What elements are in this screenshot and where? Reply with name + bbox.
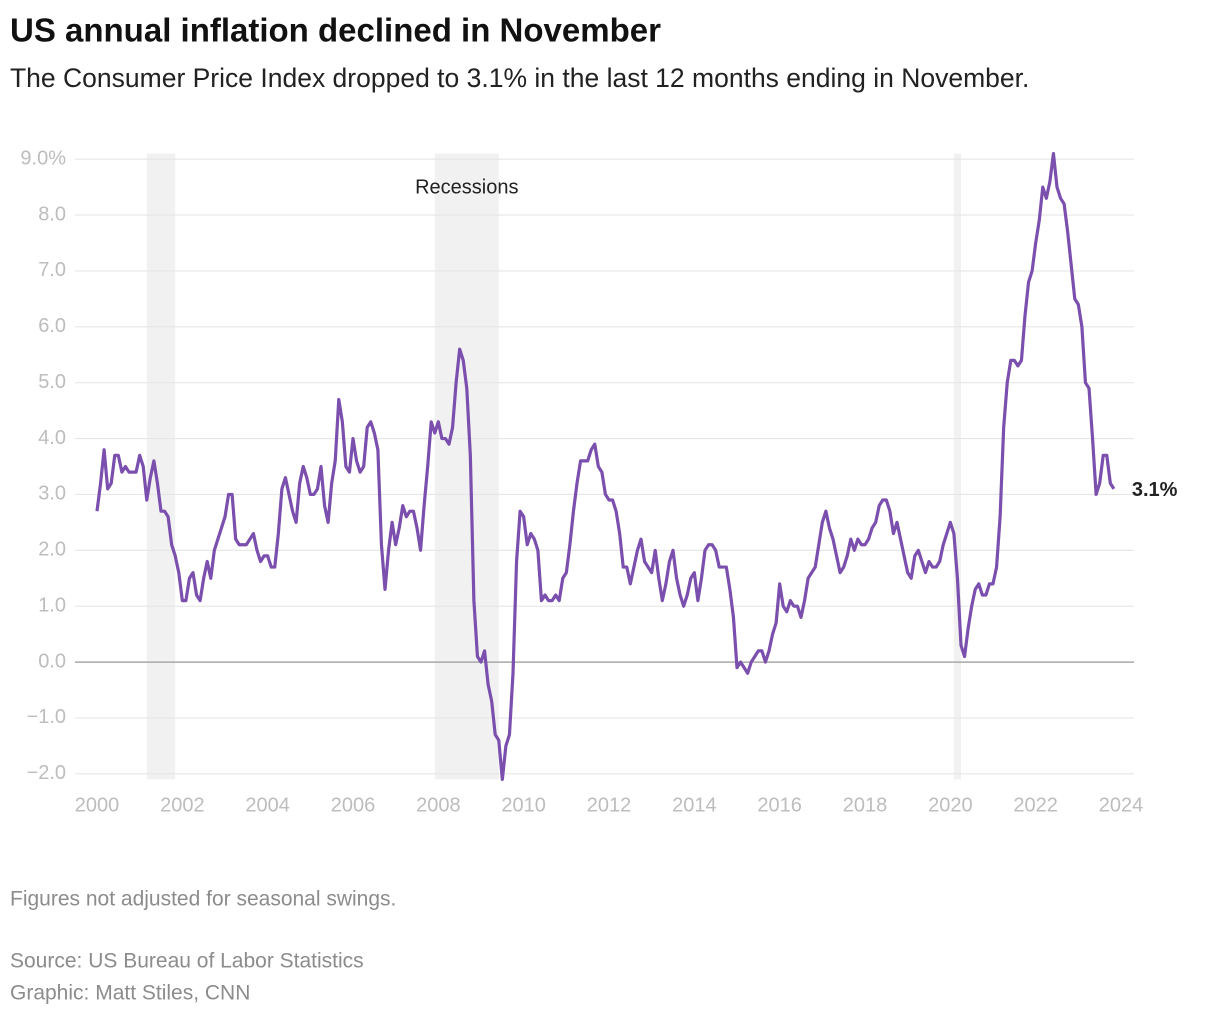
x-tick-label: 2004 <box>245 794 290 816</box>
y-tick-label: 6.0 <box>38 315 66 337</box>
x-tick-label: 2024 <box>1099 794 1144 816</box>
recession-band <box>953 153 961 780</box>
note: Figures not adjusted for seasonal swings… <box>10 888 396 911</box>
x-tick-label: 2002 <box>160 794 205 816</box>
x-tick-label: 2016 <box>757 794 802 816</box>
credit: Graphic: Matt Stiles, CNN <box>10 982 250 1005</box>
y-tick-label: 5.0 <box>38 371 66 393</box>
y-tick-label: 4.0 <box>38 427 66 449</box>
x-tick-label: 2020 <box>928 794 973 816</box>
chart-subtitle: The Consumer Price Index dropped to 3.1%… <box>10 63 1029 93</box>
chart-title: US annual inflation declined in November <box>10 12 661 49</box>
end-label: 3.1% <box>1132 479 1178 501</box>
y-tick-label: 1.0 <box>38 594 66 616</box>
source: Source: US Bureau of Labor Statistics <box>10 950 364 973</box>
x-tick-label: 2010 <box>501 794 546 816</box>
y-tick-label: −2.0 <box>27 762 66 784</box>
recession-band <box>146 153 176 780</box>
x-tick-label: 2012 <box>587 794 632 816</box>
y-tick-label: 3.0 <box>38 483 66 505</box>
line-series <box>95 152 1116 781</box>
recession-label: Recessions <box>415 176 518 198</box>
x-tick-label: 2022 <box>1013 794 1058 816</box>
y-tick-label: 2.0 <box>38 539 66 561</box>
x-tick-label: 2018 <box>843 794 888 816</box>
y-tick-label: 8.0 <box>38 203 66 225</box>
x-tick-label: 2000 <box>75 794 120 816</box>
y-tick-label: 9.0% <box>20 147 66 169</box>
y-tick-label: 0.0 <box>38 650 66 672</box>
y-tick-label: 7.0 <box>38 259 66 281</box>
x-tick-label: 2008 <box>416 794 461 816</box>
x-tick-label: 2014 <box>672 794 717 816</box>
x-tick-label: 2006 <box>331 794 376 816</box>
y-tick-label: −1.0 <box>27 706 66 728</box>
